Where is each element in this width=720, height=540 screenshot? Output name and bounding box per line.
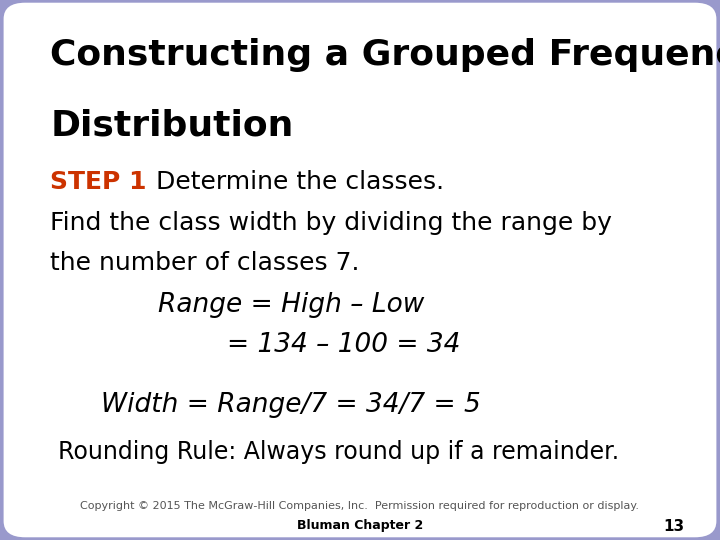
Text: STEP 1: STEP 1 bbox=[50, 170, 147, 194]
Text: Constructing a Grouped Frequency: Constructing a Grouped Frequency bbox=[50, 38, 720, 72]
Text: Rounding Rule: Always round up if a remainder.: Rounding Rule: Always round up if a rema… bbox=[58, 440, 618, 464]
Text: 13: 13 bbox=[663, 519, 684, 535]
Text: Distribution: Distribution bbox=[50, 108, 294, 142]
Text: Width = Range/7 = 34/7 = 5: Width = Range/7 = 34/7 = 5 bbox=[101, 392, 480, 417]
Text: the number of classes 7.: the number of classes 7. bbox=[50, 251, 360, 275]
Text: Copyright © 2015 The McGraw-Hill Companies, Inc.  Permission required for reprod: Copyright © 2015 The McGraw-Hill Compani… bbox=[81, 501, 639, 511]
Text: Find the class width by dividing the range by: Find the class width by dividing the ran… bbox=[50, 211, 612, 234]
Text: Bluman Chapter 2: Bluman Chapter 2 bbox=[297, 519, 423, 532]
Text: = 134 – 100 = 34: = 134 – 100 = 34 bbox=[227, 332, 460, 358]
Text: Range = High – Low: Range = High – Low bbox=[158, 292, 425, 318]
Text: Determine the classes.: Determine the classes. bbox=[140, 170, 444, 194]
